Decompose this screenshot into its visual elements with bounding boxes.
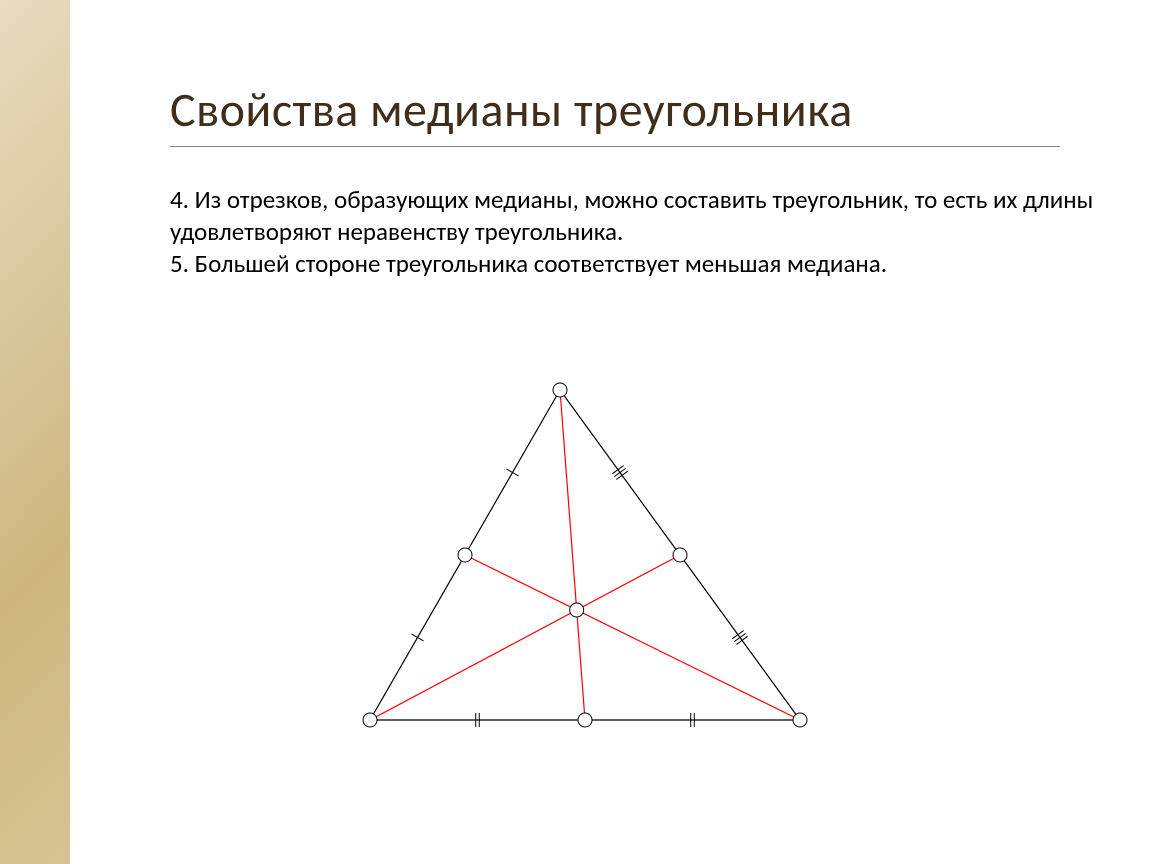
body-text: 4. Из отрезков, образующих медианы, можн… <box>170 184 1100 280</box>
property-4: 4. Из отрезков, образующих медианы, можн… <box>170 184 1100 248</box>
diagram-svg <box>300 370 860 770</box>
slide: Свойства медианы треугольника 4. Из отре… <box>0 0 1150 864</box>
property-5: 5. Большей стороне треугольника соответс… <box>170 248 1100 280</box>
title-underline <box>170 146 1060 147</box>
side-decorative-panel <box>0 0 70 864</box>
triangle-medians-diagram <box>300 370 860 770</box>
page-title: Свойства медианы треугольника <box>170 80 1090 139</box>
